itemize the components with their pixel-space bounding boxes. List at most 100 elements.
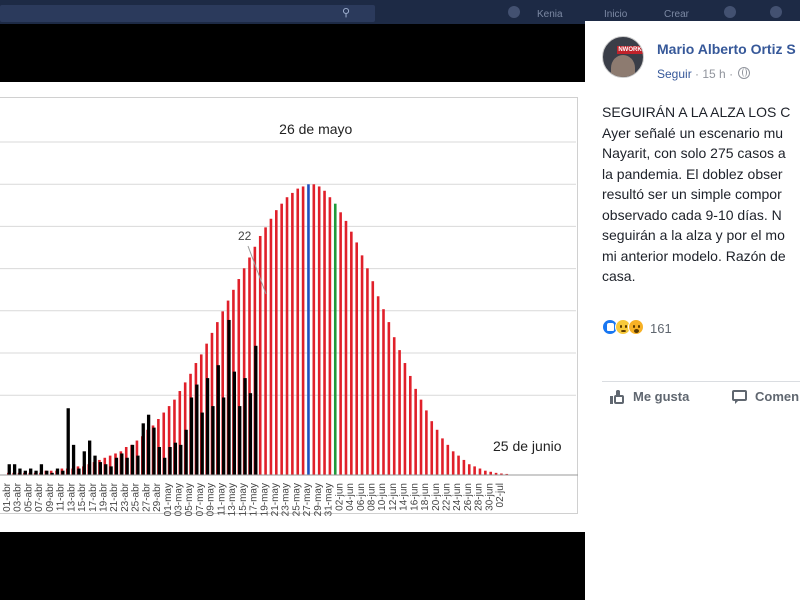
post-time[interactable]: 15 h: [702, 67, 726, 81]
projection-bar: [494, 472, 498, 475]
comment-button[interactable]: Comen: [732, 389, 799, 409]
like-button[interactable]: Me gusta: [610, 389, 689, 409]
projection-bar: [285, 197, 289, 475]
avatar-logo: NWORK: [617, 46, 643, 54]
x-tick-label: 01-abr: [2, 482, 13, 512]
x-tick-label: 23-may: [281, 483, 292, 516]
messages-icon[interactable]: [770, 6, 782, 18]
friends-icon[interactable]: [724, 6, 736, 18]
nav-profile-link[interactable]: Kenia: [537, 9, 563, 20]
callout-label: 22: [238, 229, 252, 243]
post-text-line: SEGUIRÁN A LA ALZA LOS C: [602, 104, 791, 120]
nav-create-link[interactable]: Crear: [664, 9, 690, 20]
post-text-line: seguirán a la alza y por el mo: [602, 227, 785, 243]
x-tick-label: 13-abr: [66, 482, 77, 512]
x-tick-label: 14-jun: [399, 483, 410, 511]
projection-bar: [264, 227, 267, 475]
x-tick-label: 28-jun: [474, 483, 485, 511]
observed-bar: [98, 462, 103, 475]
projection-bar: [360, 255, 364, 475]
x-tick-label: 27-abr: [141, 482, 152, 512]
x-tick-label: 31-may: [324, 483, 335, 516]
projection-bar: [210, 332, 214, 475]
projection-bar: [307, 184, 310, 476]
projection-bar: [350, 231, 353, 475]
x-tick-label: 02-jun: [334, 483, 345, 511]
observed-bar: [227, 319, 231, 475]
observed-bar: [34, 470, 38, 475]
observed-bar: [12, 464, 17, 475]
projection-bar: [162, 412, 166, 475]
comment-icon: [732, 390, 747, 404]
projection-bar: [398, 350, 401, 475]
search-icon[interactable]: ⚲: [342, 7, 351, 19]
x-tick-label: 12-jun: [388, 483, 399, 511]
post-image[interactable]: 01-abr 03-abr 05-abr 07-abr 09-abr 11-abr 13-a…: [0, 82, 585, 532]
projection-bar: [280, 203, 283, 475]
projection-bar: [258, 235, 262, 475]
projection-bar: [328, 197, 332, 475]
projection-bar: [473, 466, 476, 475]
nav-home-link[interactable]: Inicio: [604, 9, 628, 20]
x-tick-label: 11-may: [216, 483, 227, 516]
projection-bar: [414, 388, 417, 475]
observed-bar: [216, 365, 220, 475]
avatar-face: [611, 55, 635, 77]
observed-bar: [243, 378, 247, 475]
x-tick-label: 03-may: [174, 483, 185, 516]
projection-bar: [291, 192, 294, 475]
author-name[interactable]: Mario Alberto Ortiz S: [657, 41, 796, 57]
x-tick-label: 29-abr: [152, 482, 163, 512]
projection-bar: [296, 188, 300, 475]
observed-bar: [184, 429, 188, 475]
post-text-line: casa.: [602, 268, 636, 284]
search-input[interactable]: [0, 5, 375, 22]
x-tick-label: 24-jun: [452, 483, 463, 511]
projection-bar: [387, 322, 391, 475]
x-tick-label: 02-jul: [495, 483, 506, 507]
projection-bar: [457, 455, 460, 475]
observed-bar: [173, 442, 178, 475]
author-avatar[interactable]: NWORK: [602, 36, 644, 78]
observed-bar: [50, 472, 54, 475]
x-tick-label: 27-may: [302, 483, 313, 516]
follow-link[interactable]: Seguir: [657, 67, 692, 81]
projection-bar: [478, 468, 482, 475]
observed-bar: [136, 455, 140, 475]
projection-bar: [366, 268, 369, 475]
observed-bar: [114, 457, 119, 475]
observed-bar: [7, 464, 11, 475]
projection-bar: [484, 470, 487, 475]
projection-bar: [108, 455, 112, 475]
x-tick-label: 01-may: [163, 483, 174, 516]
reaction-count[interactable]: 161: [650, 321, 672, 336]
projection-bar: [430, 421, 434, 475]
observed-bar: [189, 397, 194, 475]
x-tick-label: 20-jun: [431, 483, 442, 511]
profile-avatar-icon[interactable]: [508, 6, 520, 18]
projection-bar: [333, 203, 337, 475]
x-tick-label: 30-jun: [484, 483, 495, 511]
x-tick-label: 15-abr: [77, 482, 88, 512]
observed-bar: [232, 371, 237, 475]
x-tick-label: 21-may: [270, 483, 281, 516]
callout-leader-line: [247, 245, 267, 295]
projection-bar: [371, 281, 375, 475]
projection-bar: [500, 473, 503, 475]
x-tick-label: 29-may: [313, 483, 324, 516]
projection-bar: [451, 451, 455, 475]
post-text-line: mi anterior modelo. Razón de: [602, 247, 786, 264]
projection-bar: [376, 296, 380, 475]
x-tick-label: 11-abr: [56, 482, 67, 511]
peak-annotation: 26 de mayo: [279, 121, 352, 137]
x-tick-label: 09-abr: [45, 482, 56, 512]
like-button-label: Me gusta: [633, 389, 690, 404]
observed-bar: [195, 384, 199, 475]
x-tick-label: 03-abr: [13, 482, 24, 512]
observed-bar: [61, 470, 65, 475]
x-tick-label: 18-jun: [420, 483, 431, 511]
projection-bar: [269, 218, 273, 475]
projection-bar: [178, 391, 182, 475]
observed-bar: [77, 468, 81, 475]
observed-bar: [55, 468, 60, 475]
